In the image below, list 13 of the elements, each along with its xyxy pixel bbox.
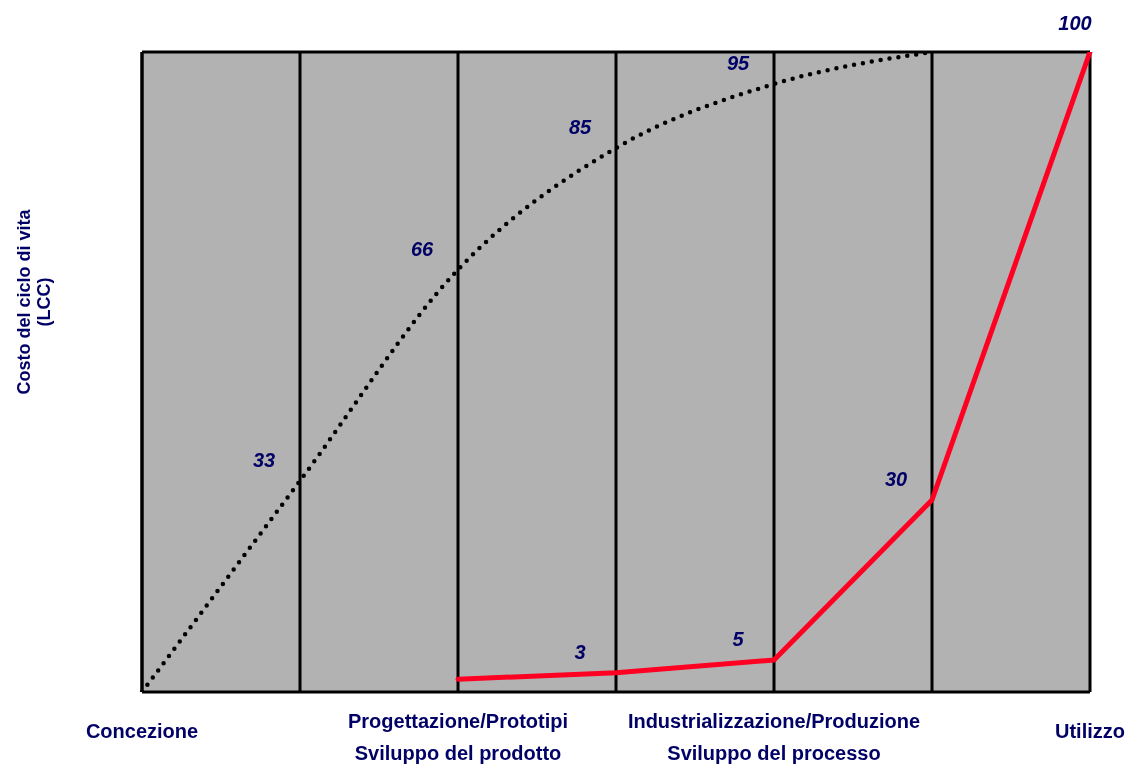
data-label: 3 [574, 640, 586, 663]
data-label: 66 [410, 237, 434, 260]
data-label: 5 [732, 628, 745, 650]
data-label: 95 [726, 52, 750, 74]
x-tick-label: Progettazione/Prototipi Sviluppo del prodotto [348, 710, 568, 764]
data-label: 33 [252, 448, 276, 471]
data-label: 100 [1058, 12, 1092, 34]
y-axis-title: Costo del ciclo di vita (LCC) [14, 208, 54, 395]
data-label: 85 [568, 116, 592, 138]
x-tick-label: Utilizzo [1055, 720, 1125, 742]
data-label: 30 [884, 468, 908, 490]
x-tick-label: Industrializzazione/Produzione Sviluppo del processo [627, 710, 921, 764]
x-tick-label: Concezione [85, 720, 199, 742]
